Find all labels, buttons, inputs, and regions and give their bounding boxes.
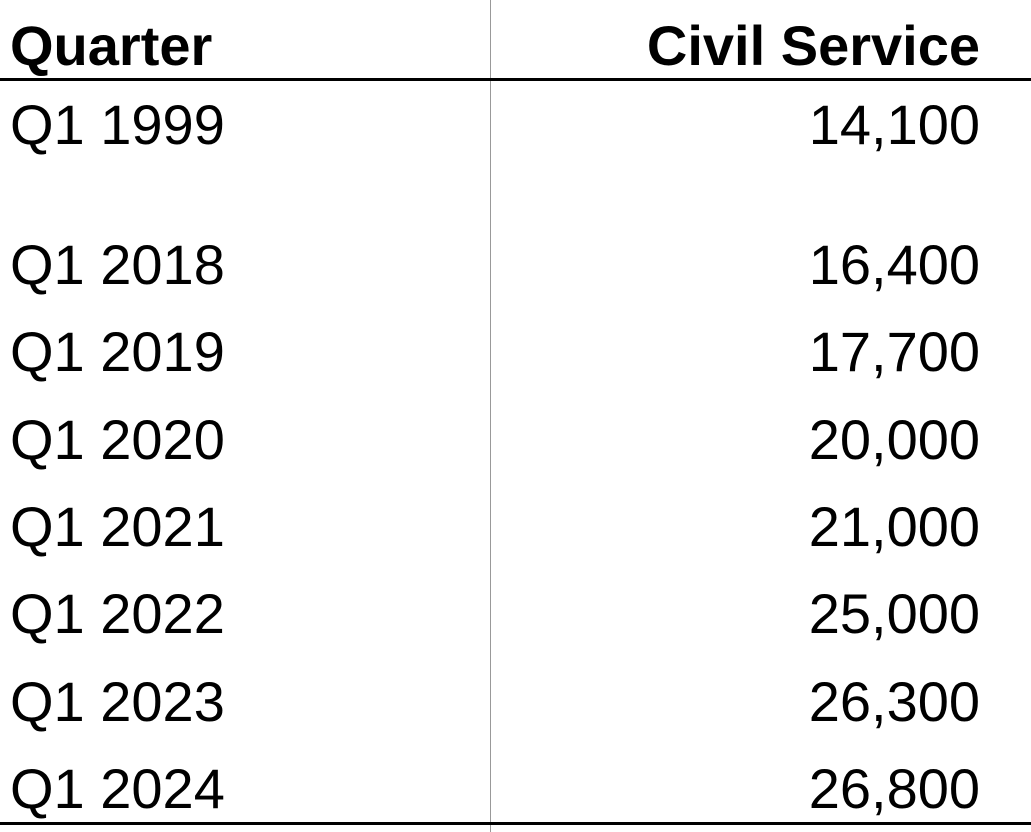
quarter-cell: Q1 2021 xyxy=(10,494,225,558)
value-cell: 20,000 xyxy=(808,407,980,471)
quarter-cell: Q1 2019 xyxy=(10,320,225,384)
header-rule xyxy=(0,78,1031,81)
value-cell: 14,100 xyxy=(808,93,980,156)
quarter-cell: Q1 2023 xyxy=(10,669,225,733)
header-cell: Quarter xyxy=(10,14,213,77)
quarter-cell: Q1 2024 xyxy=(10,756,225,820)
header-cell: Civil Service xyxy=(646,14,980,77)
bottom-rule xyxy=(0,822,1031,825)
value-cell: 17,700 xyxy=(808,320,980,384)
value-cell: 26,300 xyxy=(808,669,980,733)
quarter-cell: Q1 2022 xyxy=(10,582,225,646)
quarter-cell: Q1 2018 xyxy=(10,233,225,296)
column-divider xyxy=(490,0,491,832)
value-cell: 25,000 xyxy=(808,582,980,646)
quarter-cell: Q1 1999 xyxy=(10,93,225,156)
value-cell: 26,800 xyxy=(808,756,980,820)
value-cell: 16,400 xyxy=(808,233,980,296)
value-cell: 21,000 xyxy=(808,494,980,558)
quarter-cell: Q1 2020 xyxy=(10,407,225,471)
